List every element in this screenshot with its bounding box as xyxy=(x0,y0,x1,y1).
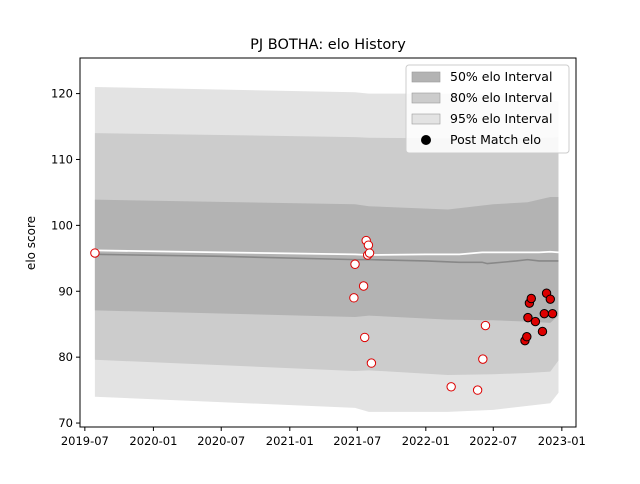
legend-box xyxy=(405,64,570,154)
post-match-point-filled xyxy=(547,308,558,319)
x-tick-label: 2022-01 xyxy=(402,434,450,448)
legend-label: 50% elo Interval xyxy=(450,69,552,84)
y-axis-label: elo score xyxy=(24,216,38,270)
post-match-point-filled xyxy=(526,293,536,304)
post-match-point-hollow xyxy=(472,385,483,395)
plot-frame xyxy=(79,57,577,428)
post-match-point-hollow xyxy=(446,382,456,392)
post-match-point-hollow xyxy=(366,358,377,368)
y-tick-label: 100 xyxy=(51,218,73,232)
post-match-point-hollow xyxy=(478,354,488,364)
post-match-point-hollow xyxy=(360,332,370,343)
legend-marker xyxy=(421,135,431,145)
x-tick-label: 2022-07 xyxy=(469,434,517,448)
expected-elo-line xyxy=(94,249,559,256)
post-match-point-filled xyxy=(530,316,541,327)
legend: 50% elo Interval 80% elo Interval 95% elo … xyxy=(405,64,570,154)
post-match-point-filled xyxy=(522,332,532,342)
legend-label: Post Match elo xyxy=(450,132,541,147)
x-tick-label: 2023-01 xyxy=(538,434,586,448)
post-match-point-hollow xyxy=(358,281,369,291)
legend-swatch xyxy=(411,92,441,104)
post-match-point-filled xyxy=(523,312,533,323)
post-match-points xyxy=(90,235,558,395)
post-match-point-filled xyxy=(545,294,555,304)
x-tick-label: 2021-07 xyxy=(333,434,381,448)
chart-title: PJ BOTHA: elo History xyxy=(250,37,406,53)
y-tick-label: 90 xyxy=(58,284,73,298)
post-match-point-filled xyxy=(537,326,548,337)
y-tick-label: 70 xyxy=(58,416,73,430)
legend-swatch xyxy=(411,113,441,125)
post-match-point-hollow xyxy=(480,320,491,331)
x-tick-label: 2020-07 xyxy=(197,434,245,448)
legend-label: 95% elo Interval xyxy=(450,111,552,126)
post-match-point-hollow xyxy=(363,240,374,250)
y-tick-label: 80 xyxy=(58,350,73,364)
interval-band-2 xyxy=(94,197,559,323)
interval-bands xyxy=(94,86,559,412)
post-match-point-filled xyxy=(539,308,550,319)
post-match-point-hollow xyxy=(350,259,360,269)
post-match-point-hollow xyxy=(90,248,100,258)
post-match-point-hollow xyxy=(364,248,375,258)
y-tick-label: 120 xyxy=(51,87,73,101)
x-tick-label: 2019-07 xyxy=(61,434,109,448)
x-tick-label: 2020-01 xyxy=(129,434,177,448)
x-tick-label: 2021-01 xyxy=(266,434,314,448)
y-tick-label: 110 xyxy=(51,152,73,166)
legend-swatch xyxy=(411,71,441,83)
post-match-point-hollow xyxy=(349,293,359,303)
legend-label: 80% elo Interval xyxy=(450,90,552,105)
axes: 2019-07 2020-01 2020-07 2021-01 2021-07 2022-… xyxy=(51,57,586,448)
